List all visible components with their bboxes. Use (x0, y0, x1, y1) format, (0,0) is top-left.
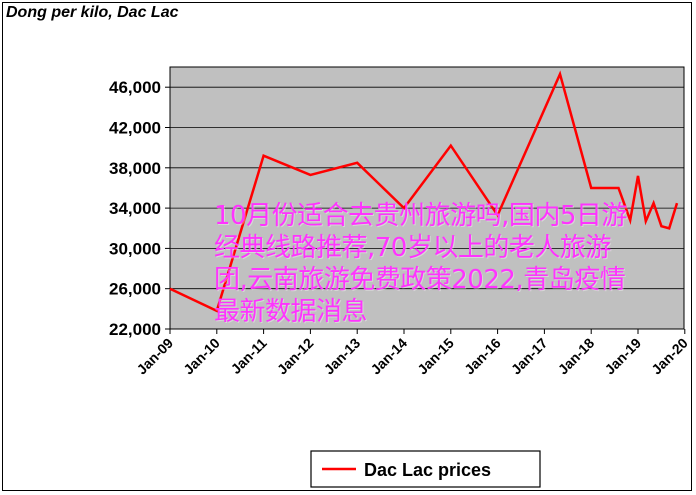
x-tick-label: Jan-17 (508, 335, 551, 378)
y-tick-label: 34,000 (109, 199, 161, 218)
overlay-watermark-text: 10月份适合去贵州旅游吗,国内5日游经典线路推荐,70岁以上的老人旅游团,云南旅… (214, 201, 627, 327)
y-tick-label: 42,000 (109, 119, 161, 138)
x-tick-label: Jan-20 (648, 335, 691, 378)
x-tick-label: Jan-11 (228, 335, 270, 377)
y-tick-label: 22,000 (109, 320, 161, 339)
plot-area (169, 66, 685, 330)
x-tick-label: Jan-10 (180, 335, 223, 378)
x-tick-label: Jan-12 (274, 335, 317, 378)
legend-label: Dac Lac prices (364, 460, 491, 480)
series-line-dac-lac-prices (169, 70, 679, 313)
x-tick-label: Jan-09 (133, 335, 176, 378)
x-tick-label: Jan-19 (601, 335, 644, 378)
x-tick-label: Jan-18 (555, 335, 598, 378)
y-tick-label: 38,000 (109, 159, 161, 178)
x-tick-label: Jan-15 (414, 335, 457, 378)
x-tick-label: Jan-16 (461, 335, 504, 378)
x-tick-label: Jan-14 (367, 335, 410, 378)
y-tick-label: 26,000 (109, 280, 161, 299)
y-tick-label: 46,000 (109, 78, 161, 97)
chart-title: Dong per kilo, Dac Lac (6, 4, 179, 21)
x-tick-label: Jan-13 (321, 335, 364, 378)
y-tick-label: 30,000 (109, 239, 161, 258)
